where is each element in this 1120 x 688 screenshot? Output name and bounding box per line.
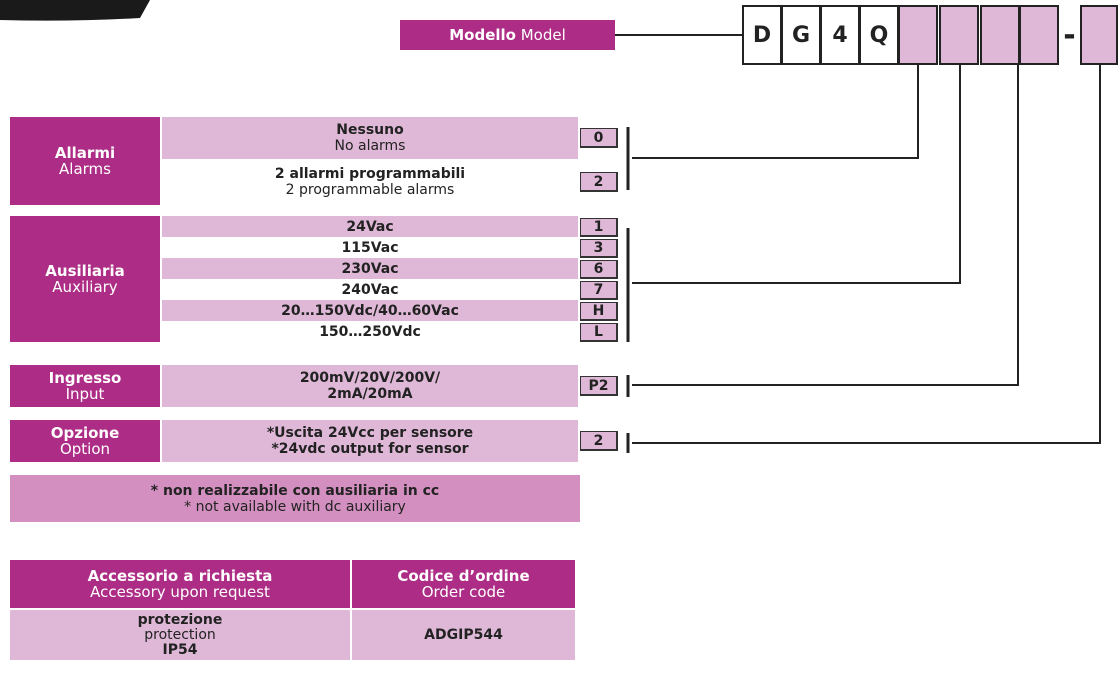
table-cell-text: IP54 xyxy=(162,641,198,658)
section-label-en: Auxiliary xyxy=(52,278,118,296)
option-code: 2 xyxy=(580,172,618,192)
section-label-en: Input xyxy=(65,385,105,403)
option-code-text: 0 xyxy=(593,129,604,146)
option-code-text: H xyxy=(592,303,605,319)
table-header-text: Accessory upon request xyxy=(90,583,270,601)
option-code: 7 xyxy=(580,281,618,300)
model-blank-box xyxy=(1019,5,1059,65)
model-code: G xyxy=(791,22,811,48)
table-cell: protezione protection IP54 xyxy=(10,610,350,660)
note-en: * not available with dc auxiliary xyxy=(184,498,406,515)
option-text: No alarms xyxy=(334,138,406,154)
model-code-box: G xyxy=(781,5,821,65)
option-row: 115Vac xyxy=(162,237,578,258)
section-label: Ausiliaria Auxiliary xyxy=(10,216,160,342)
model-separator: - xyxy=(1063,17,1076,53)
option-text: 240Vac xyxy=(341,281,399,298)
option-code: 1 xyxy=(580,218,618,237)
note: * non realizzabile con ausiliaria in cc *… xyxy=(10,475,580,522)
table-header: Accessorio a richiesta Accessory upon req… xyxy=(10,560,350,608)
option-text: 2 programmable alarms xyxy=(285,182,455,198)
option-row: Nessuno No alarms xyxy=(162,117,578,159)
model-code-box: Q xyxy=(859,5,899,65)
option-code-text: 2 xyxy=(593,432,604,449)
option-text: 115Vac xyxy=(341,239,399,256)
option-row: 24Vac xyxy=(162,216,578,237)
option-code-text: P2 xyxy=(588,377,609,394)
option-row: 200mV/20V/200V/2mA/20mA xyxy=(162,365,578,407)
option-row: 2 allarmi programmabili 2 programmable al… xyxy=(162,159,578,205)
table-header-text: Order code xyxy=(421,583,506,601)
option-code-text: 3 xyxy=(593,240,604,256)
table-cell-text: ADGIP544 xyxy=(424,627,503,643)
section-label-en: Alarms xyxy=(59,160,111,178)
section-label-it: Opzione xyxy=(50,424,120,442)
model-blank-box xyxy=(898,5,938,65)
table-header-text: Codice d’ordine xyxy=(397,567,530,585)
model-label-en: Model xyxy=(520,26,566,44)
connector xyxy=(632,65,1019,386)
model-code: D xyxy=(752,22,772,48)
option-text: 20…150Vdc/40…60Vac xyxy=(281,302,459,319)
option-text: 2mA/20mA xyxy=(327,386,413,402)
option-row: 20…150Vdc/40…60Vac xyxy=(162,300,578,321)
option-code: 6 xyxy=(580,260,618,279)
option-text: 230Vac xyxy=(341,260,399,277)
option-code-text: 1 xyxy=(593,219,604,235)
model-blank-box xyxy=(980,5,1020,65)
model-blank-box xyxy=(939,5,979,65)
model-code: 4 xyxy=(832,22,848,48)
option-text: *Uscita 24Vcc per sensore xyxy=(266,425,474,441)
section-label: Allarmi Alarms xyxy=(10,117,160,205)
model-code-box: D xyxy=(742,5,782,65)
option-code: H xyxy=(580,302,618,321)
option-code-text: 6 xyxy=(593,261,604,277)
option-code-text: L xyxy=(594,324,603,340)
option-text: 150…250Vdc xyxy=(319,323,421,340)
table-cell-text: protection xyxy=(144,626,216,643)
table-cell-text: protezione xyxy=(137,611,223,628)
section-label-it: Allarmi xyxy=(54,144,116,162)
option-code: 3 xyxy=(580,239,618,258)
option-row: 240Vac xyxy=(162,279,578,300)
model-blank-box xyxy=(1080,5,1118,65)
section-label-it: Ausiliaria xyxy=(45,262,125,280)
option-code: 0 xyxy=(580,128,618,148)
option-code: P2 xyxy=(580,376,618,396)
section-label: Ingresso Input xyxy=(10,365,160,407)
table-cell: ADGIP544 xyxy=(352,610,575,660)
connector xyxy=(632,65,961,284)
connector xyxy=(632,65,919,159)
table-header: Codice d’ordine Order code xyxy=(352,560,575,608)
option-row: 150…250Vdc xyxy=(162,321,578,342)
section-label-it: Ingresso xyxy=(48,369,122,387)
connector xyxy=(632,65,1101,444)
model-code: Q xyxy=(869,22,889,48)
option-text: 2 allarmi programmabili xyxy=(274,166,466,182)
device-corner xyxy=(0,0,150,21)
option-code: 2 xyxy=(580,431,618,451)
option-code-text: 2 xyxy=(593,173,604,190)
option-code: L xyxy=(580,323,618,342)
model-code-box: 4 xyxy=(820,5,860,65)
option-row: 230Vac xyxy=(162,258,578,279)
option-text: 24Vac xyxy=(346,218,394,235)
option-text: Nessuno xyxy=(336,122,404,138)
option-text: 200mV/20V/200V/ xyxy=(299,370,441,386)
model-label: Modello Model xyxy=(400,20,615,50)
section-label-en: Option xyxy=(59,440,111,458)
section-label: Opzione Option xyxy=(10,420,160,462)
option-code-text: 7 xyxy=(593,282,604,298)
model-separator-box: - xyxy=(1059,5,1080,65)
note-it: * non realizzabile con ausiliaria in cc xyxy=(150,482,440,499)
table-header-text: Accessorio a richiesta xyxy=(87,567,273,585)
option-text: *24vdc output for sensor xyxy=(271,441,469,457)
model-label-it: Modello xyxy=(449,26,516,44)
option-row: *Uscita 24Vcc per sensore *24vdc output f… xyxy=(162,420,578,462)
